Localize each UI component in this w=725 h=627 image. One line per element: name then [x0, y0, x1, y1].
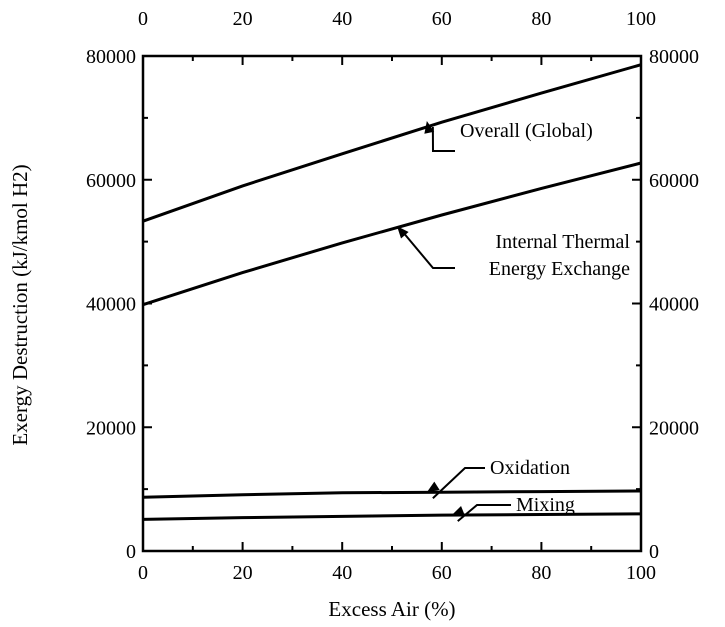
y-tick-label-left: 20000	[86, 417, 136, 439]
annotation-label: Mixing	[516, 494, 575, 516]
y-tick-label-left: 80000	[86, 46, 136, 68]
annotation-label: Oxidation	[490, 457, 570, 479]
x-tick-label-top: 80	[531, 8, 551, 30]
annotation-layer: Overall (Global) Internal Thermal Energy E…	[397, 120, 630, 521]
x-tick-label-bottom: 0	[138, 562, 148, 584]
annotation-label: Internal Thermal	[495, 231, 630, 253]
y-tick-label-right: 40000	[649, 294, 699, 316]
x-axis-title: Excess Air (%)	[328, 597, 455, 621]
x-tick-label-top: 20	[233, 8, 253, 30]
y-tick-label-right: 20000	[649, 417, 699, 439]
y-axis-title: Exergy Destruction (kJ/kmol H2)	[8, 164, 32, 445]
annotation-leader	[433, 127, 455, 151]
annotation-4: Mixing	[452, 494, 575, 521]
x-tick-label-bottom: 40	[332, 562, 352, 584]
x-tick-label-top: 60	[432, 8, 452, 30]
y-tick-label-right: 60000	[649, 170, 699, 192]
y-tick-label-right: 80000	[649, 46, 699, 68]
y-tick-label-left: 40000	[86, 294, 136, 316]
x-tick-label-bottom: 60	[432, 562, 452, 584]
y-tick-label-right: 0	[649, 541, 659, 563]
y-tick-label-left: 0	[126, 541, 136, 563]
x-tick-label-top: 0	[138, 8, 148, 30]
annotation-leader	[458, 505, 511, 521]
x-tick-label-bottom: 20	[233, 562, 253, 584]
annotation-leader	[403, 232, 455, 268]
x-tick-label-top: 40	[332, 8, 352, 30]
series-line-1	[143, 65, 641, 222]
x-tick-label-bottom: 80	[531, 562, 551, 584]
y-tick-label-left: 60000	[86, 170, 136, 192]
annotation-arrowhead	[452, 506, 465, 515]
x-tick-label-bottom: 100	[626, 562, 656, 584]
annotation-2: Internal Thermal Energy Exchange	[397, 226, 630, 280]
annotation-label: Energy Exchange	[489, 258, 630, 280]
annotation-1: Overall (Global)	[424, 120, 592, 151]
annotation-label: Overall (Global)	[460, 120, 593, 142]
annotation-arrowhead	[427, 482, 440, 493]
x-tick-label-top: 100	[626, 8, 656, 30]
